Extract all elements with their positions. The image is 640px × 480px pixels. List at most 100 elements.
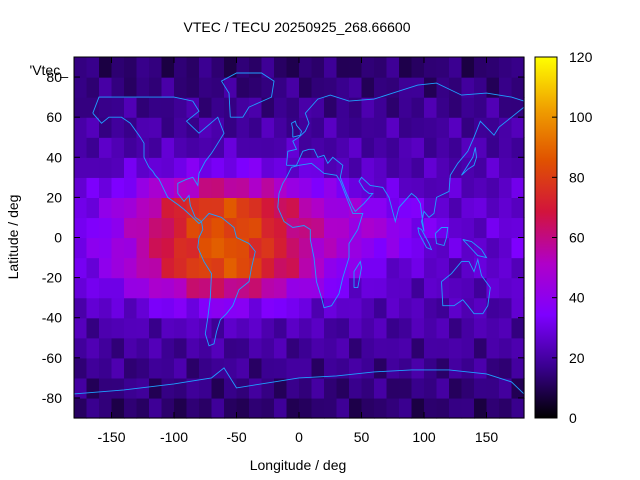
heatmap-cell [324, 97, 338, 118]
heatmap-cell [111, 237, 125, 259]
heatmap-cell [211, 377, 225, 399]
heatmap-cell [174, 217, 188, 239]
heatmap-cell [74, 257, 88, 279]
heatmap-cell [336, 257, 350, 279]
heatmap-cell [336, 157, 350, 178]
heatmap-cell [436, 157, 450, 178]
heatmap-cell [436, 277, 450, 299]
heatmap-cell [474, 197, 488, 219]
heatmap-cell [486, 177, 500, 198]
heatmap-cell [336, 197, 350, 219]
heatmap-cell [499, 297, 513, 319]
heatmap-cell [299, 97, 313, 118]
heatmap-cell [299, 277, 313, 299]
heatmap-cell [174, 257, 188, 279]
heatmap-cell [461, 97, 475, 118]
heatmap-cell [286, 317, 300, 339]
heatmap-cell [324, 277, 338, 299]
heatmap-cell [374, 357, 388, 379]
heatmap-cell [236, 217, 250, 239]
heatmap-cell [149, 377, 163, 399]
heatmap-cell [124, 237, 138, 259]
heatmap-cell [86, 337, 100, 359]
heatmap-cell [236, 197, 250, 219]
heatmap-cell [136, 277, 150, 299]
heatmap-cell [386, 397, 400, 419]
heatmap-cell [486, 97, 500, 118]
heatmap-cell [186, 377, 200, 399]
heatmap-cell [149, 137, 163, 158]
heatmap-cell [361, 257, 375, 279]
heatmap-cell [424, 257, 438, 279]
heatmap-cell [274, 57, 288, 78]
heatmap-cell [224, 357, 238, 379]
heatmap-cell [124, 217, 138, 239]
heatmap-cell [286, 397, 300, 419]
heatmap-cell [186, 77, 200, 98]
heatmap-cell [361, 277, 375, 299]
heatmap-cell [199, 57, 213, 78]
heatmap-cell [236, 97, 250, 118]
y-tick-label: -40 [42, 310, 62, 326]
heatmap-cell [274, 337, 288, 359]
heatmap-cell [311, 77, 325, 98]
coastlines [73, 72, 525, 395]
heatmap-cell [86, 77, 100, 98]
heatmap-cell [361, 137, 375, 158]
heatmap-cell [136, 197, 150, 219]
heatmap-cell [74, 237, 88, 259]
colorbar-tick-label: 60 [569, 230, 585, 246]
heatmap-cell [99, 157, 113, 178]
heatmap-cell [511, 97, 525, 118]
heatmap-cell [486, 357, 500, 379]
heatmap-cell [474, 297, 488, 319]
heatmap-cell [449, 177, 463, 198]
heatmap-cell [74, 377, 88, 399]
heatmap-cell [124, 157, 138, 178]
heatmap-cell [499, 217, 513, 239]
heatmap-cell [124, 97, 138, 118]
heatmap-cell [311, 397, 325, 419]
heatmap-cell [99, 217, 113, 239]
heatmap-cell [136, 297, 150, 319]
heatmap-cell [499, 257, 513, 279]
heatmap-cell [286, 357, 300, 379]
heatmap-cell [386, 217, 400, 239]
heatmap-cell [161, 137, 175, 158]
heatmap-cell [99, 77, 113, 98]
heatmap-cell [324, 117, 338, 138]
heatmap-cell [424, 137, 438, 158]
heatmap-cell [236, 357, 250, 379]
heatmap-cell [486, 297, 500, 319]
heatmap-cell [186, 257, 200, 279]
heatmap-cell [486, 77, 500, 98]
heatmap-cell [249, 357, 263, 379]
heatmap-cell [86, 397, 100, 419]
heatmap-cell [74, 217, 88, 239]
heatmap-cell [386, 97, 400, 118]
heatmap-cell [324, 337, 338, 359]
heatmap-cell [249, 177, 263, 198]
heatmap-cell [324, 257, 338, 279]
heatmap-cell [436, 197, 450, 219]
heatmap-cell [411, 77, 425, 98]
heatmap-cell [424, 297, 438, 319]
heatmap-cell [311, 317, 325, 339]
heatmap-cell [99, 377, 113, 399]
heatmap-cell [486, 117, 500, 138]
heatmap-cell [336, 97, 350, 118]
heatmap-cell [486, 157, 500, 178]
y-tick-label: 40 [46, 149, 62, 165]
heatmap-cell [86, 257, 100, 279]
heatmap-cell [486, 217, 500, 239]
heatmap-cell [211, 157, 225, 178]
heatmap-cell [511, 357, 525, 379]
heatmap-cell [261, 197, 275, 219]
heatmap-cell [349, 157, 363, 178]
heatmap-cell [511, 257, 525, 279]
heatmap-cell [474, 117, 488, 138]
heatmap-cell [136, 117, 150, 138]
heatmap-cell [224, 397, 238, 419]
heatmap-cell [136, 97, 150, 118]
heatmap-cell [174, 157, 188, 178]
